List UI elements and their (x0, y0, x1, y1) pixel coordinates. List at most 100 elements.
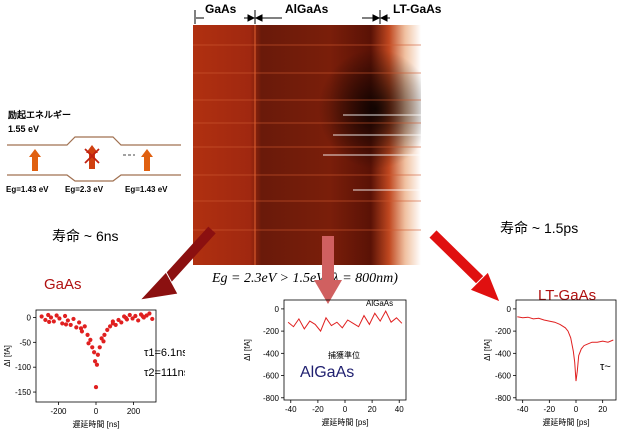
x-tick-label: -40 (285, 405, 297, 414)
x-axis-label: 遅延時間 [ps] (321, 417, 368, 427)
y-tick-label: 0 (27, 313, 32, 322)
excitation-arrow-right (141, 149, 153, 171)
data-point (88, 337, 93, 342)
band-diagram-energy: 1.55 eV (8, 124, 40, 134)
x-axis-label: 遅延時間 [ns] (72, 419, 119, 429)
data-point (68, 322, 73, 328)
data-point (130, 316, 135, 321)
data-point (71, 316, 76, 322)
data-point (136, 318, 141, 323)
data-point (105, 327, 110, 332)
data-point (62, 313, 68, 319)
y-tick-label: -50 (19, 338, 31, 347)
data-point (43, 317, 48, 323)
data-point (147, 311, 152, 316)
y-tick-label: -800 (263, 394, 280, 403)
data-point (47, 319, 52, 325)
data-point (48, 315, 54, 320)
y-tick-label: 0 (275, 305, 280, 314)
data-point (150, 316, 155, 322)
x-tick-label: -40 (517, 405, 529, 414)
excitation-arrow-left (29, 149, 41, 171)
x-tick-label: 0 (574, 405, 579, 414)
data-point (46, 312, 51, 318)
x-tick-label: 20 (598, 405, 607, 414)
x-tick-label: -200 (50, 407, 67, 416)
annotation-algaas: AlGaAs (366, 299, 393, 308)
y-tick-label: -800 (495, 394, 512, 403)
y-axis-label: ΔI [fA] (483, 339, 492, 361)
gap-label-left: Eg=1.43 eV (6, 185, 49, 194)
y-tick-label: -600 (263, 372, 280, 381)
y-tick-label: -150 (15, 388, 32, 397)
data-point (95, 352, 100, 357)
y-tick-label: -200 (495, 327, 512, 336)
y-tick-label: -400 (263, 349, 280, 358)
data-point (99, 336, 104, 341)
band-diagram (7, 136, 181, 182)
x-axis-label: 遅延時間 [ps] (542, 417, 589, 427)
data-point (123, 315, 129, 321)
region-label-gaas: GaAs (205, 2, 237, 16)
data-point (51, 319, 56, 324)
data-point (82, 324, 87, 329)
data-point (92, 350, 97, 355)
x-tick-label: -20 (544, 405, 556, 414)
data-point (63, 322, 69, 327)
x-tick-label: 20 (368, 405, 377, 414)
data-point (92, 359, 98, 364)
data-point (54, 313, 59, 318)
y-tick-label: -200 (263, 327, 280, 336)
annotation-tau1: τ1=6.1ns (144, 347, 185, 359)
x-tick-label: 200 (127, 407, 141, 416)
band-diagram-title: 励起エネルギー (8, 110, 72, 120)
x-tick-label: 40 (395, 405, 404, 414)
y-axis-label: ΔI [fA] (243, 339, 252, 361)
data-point (102, 332, 107, 337)
y-axis-label: ΔI [fA] (3, 345, 12, 367)
lifetime-ltgaas: 寿命 ~ 1.5ps (500, 220, 579, 236)
photocurrent-map-image (193, 25, 421, 265)
series-line (287, 310, 403, 333)
lifetime-gaas: 寿命 ~ 6ns (52, 228, 119, 244)
region-label-ltgaas: LT-GaAs (393, 2, 442, 16)
data-point (93, 384, 99, 390)
data-point (127, 312, 132, 318)
data-point (116, 317, 121, 323)
data-point (101, 339, 106, 344)
y-tick-label: -400 (495, 349, 512, 358)
data-point (86, 341, 91, 346)
data-point (77, 320, 82, 325)
series-line (517, 316, 614, 382)
annotation-tau2: τ2=111ns (144, 367, 185, 379)
plot-frame (515, 299, 617, 401)
data-point (74, 325, 79, 330)
data-point (90, 345, 95, 350)
data-point (85, 332, 90, 337)
bandgap-equation: Eg = 2.3eV > 1.5eV (λ = 800nm) (212, 271, 398, 286)
x-tick-label: 0 (343, 405, 348, 414)
data-point (97, 345, 102, 350)
data-point (107, 324, 113, 329)
x-tick-label: -20 (312, 405, 324, 414)
data-point (133, 313, 138, 319)
data-point (119, 320, 124, 325)
data-point (94, 362, 100, 367)
chart-gaas: -200 0 200 0 -50 -100 -150 遅延時間 [ns] ΔI [fA] τ1=6… (3, 309, 185, 429)
data-point (140, 314, 145, 319)
data-point (57, 316, 62, 321)
chart-title-algaas: AlGaAs (300, 364, 355, 381)
data-point (110, 321, 115, 326)
region-label-algaas: AlGaAs (285, 2, 329, 16)
data-point (60, 321, 65, 326)
data-point (65, 318, 70, 323)
x-tick-label: 0 (94, 407, 99, 416)
blocked-arrow-mid (86, 145, 98, 169)
y-tick-label: -100 (15, 363, 32, 372)
chart-title-gaas: GaAs (44, 276, 82, 293)
y-tick-label: -600 (495, 372, 512, 381)
y-tick-label: 0 (507, 305, 512, 314)
data-point (39, 314, 44, 319)
